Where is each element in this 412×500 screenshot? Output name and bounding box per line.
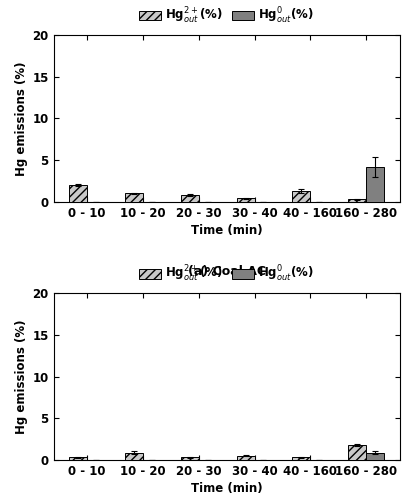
Bar [293,457,310,460]
Bar [236,456,255,460]
X-axis label: Time (min): Time (min) [191,224,262,236]
Bar [181,195,199,202]
Bar [181,457,199,460]
Bar [69,457,87,460]
Bar [69,185,87,202]
Text: (a) Coal AC: (a) Coal AC [187,265,266,278]
Bar [348,445,366,460]
Legend: Hg$^{2+}_{out}$(%), Hg$^{0}_{out}$(%): Hg$^{2+}_{out}$(%), Hg$^{0}_{out}$(%) [139,6,314,26]
Y-axis label: Hg emissions (%): Hg emissions (%) [15,61,28,176]
Bar [366,452,384,460]
Bar [125,452,143,460]
Bar [293,191,310,202]
Bar [348,199,366,202]
Bar [125,194,143,202]
Y-axis label: Hg emissions (%): Hg emissions (%) [15,320,28,434]
X-axis label: Time (min): Time (min) [191,482,262,495]
Legend: Hg$^{2+}_{out}$(%), Hg$^{0}_{out}$(%): Hg$^{2+}_{out}$(%), Hg$^{0}_{out}$(%) [139,264,314,284]
Bar [366,166,384,202]
Bar [236,198,255,202]
